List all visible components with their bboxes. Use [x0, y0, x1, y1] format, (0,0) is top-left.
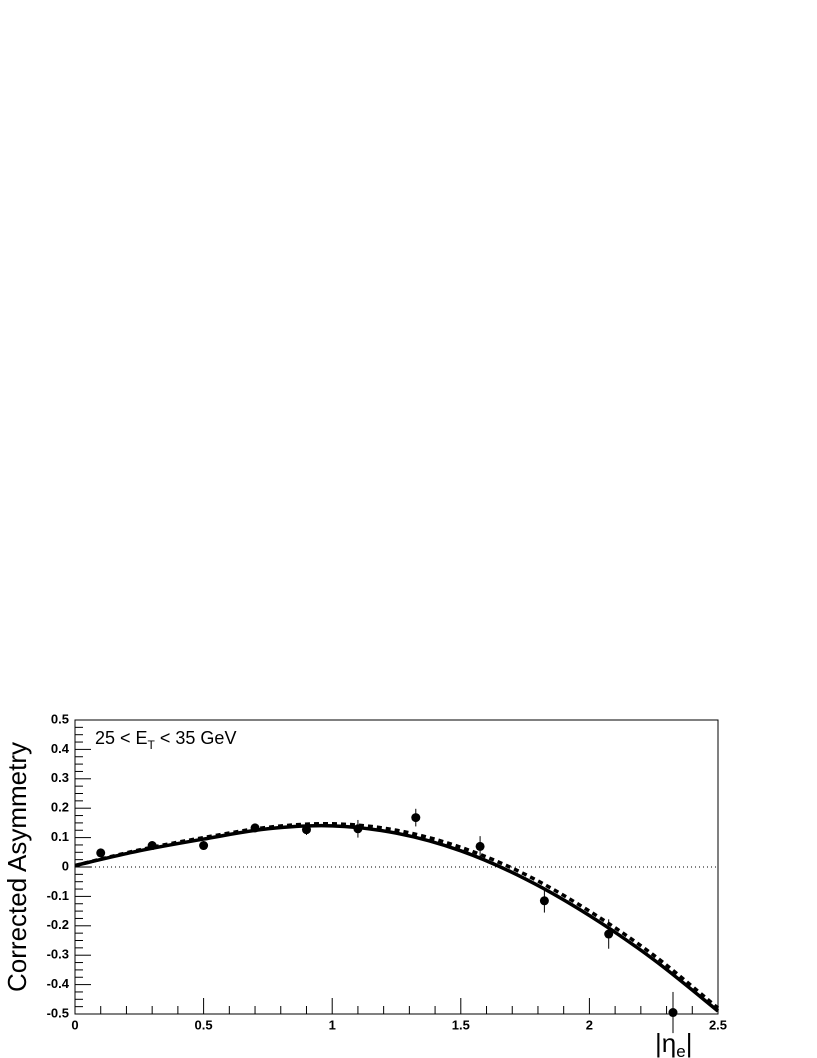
x-tick-label: 0	[71, 1017, 78, 1032]
data-point	[147, 841, 157, 851]
x-label-part: |	[686, 1028, 693, 1058]
y-tick-label: -0.1	[47, 888, 69, 903]
data-point	[475, 841, 485, 851]
annotation-part: < 35 GeV	[155, 728, 237, 748]
x-tick-label: 2.5	[709, 1017, 727, 1032]
y-tick-label: -0.5	[47, 1005, 69, 1020]
data-point	[411, 813, 421, 823]
data-point	[96, 848, 106, 858]
y-tick-label: 0	[62, 858, 69, 873]
y-tick-label: -0.2	[47, 917, 69, 932]
data-point	[668, 1008, 678, 1018]
data-point	[199, 841, 209, 851]
y-tick-label: 0.4	[51, 741, 70, 756]
x-tick-label: 0.5	[195, 1017, 213, 1032]
y-tick-label: 0.1	[51, 829, 69, 844]
x-tick-label: 1	[329, 1017, 336, 1032]
data-point	[301, 825, 311, 835]
data-point	[539, 896, 549, 906]
x-label-sub: e	[676, 1042, 685, 1058]
x-label-part: |η	[655, 1028, 676, 1058]
data-point	[353, 824, 363, 834]
y-tick-label: -0.3	[47, 947, 69, 962]
fit-curve	[74, 821, 720, 1010]
y-axis-label: Corrected Asymmetry	[2, 742, 32, 992]
y-tick-label: 0.5	[51, 711, 69, 726]
y-tick-label: 0.2	[51, 800, 69, 815]
y-tick-label: 0.3	[51, 770, 69, 785]
x-tick-label: 2	[586, 1017, 593, 1032]
annotation-sub: T	[148, 738, 156, 752]
data-point	[250, 823, 260, 833]
x-tick-label: 1.5	[452, 1017, 470, 1032]
annotation-part: 25 < E	[95, 728, 148, 748]
fit-curve	[74, 823, 720, 1013]
x-axis-label: |ηe|	[655, 1028, 692, 1058]
data-point	[604, 929, 614, 939]
y-tick-label: -0.4	[47, 976, 70, 991]
annotation: 25 < ET < 35 GeV	[95, 728, 236, 752]
